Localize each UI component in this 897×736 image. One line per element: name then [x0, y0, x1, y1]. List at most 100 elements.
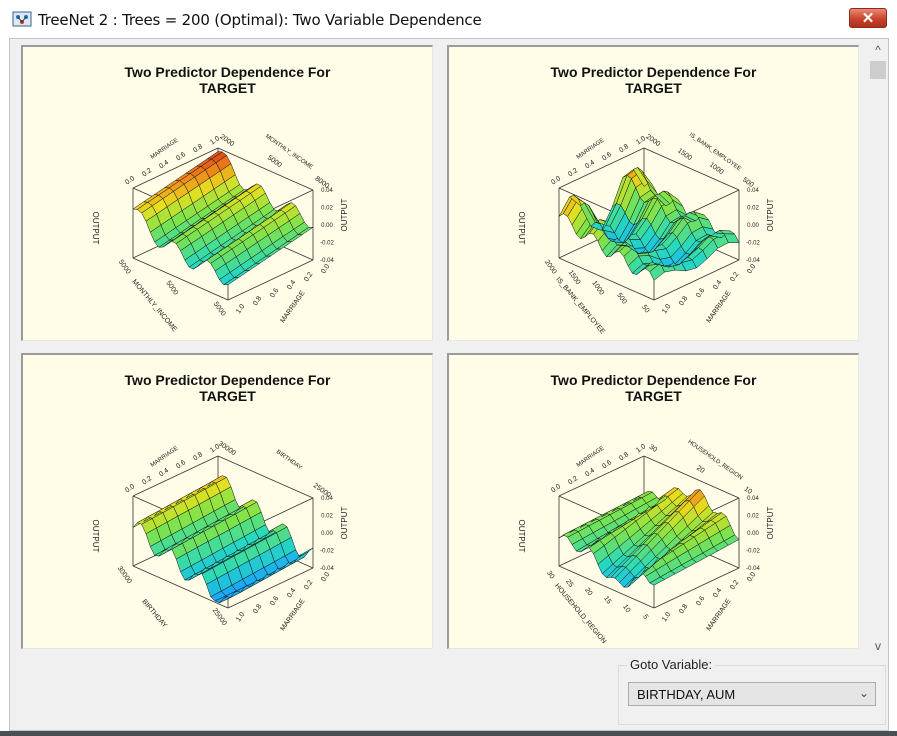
top-tick-label: 1.0: [635, 135, 647, 146]
y-tick-label: 0.4: [286, 587, 297, 599]
y-axis-label: MARRIAGE: [705, 290, 732, 325]
x-tick-label: 500: [615, 292, 627, 306]
z-tick-label: 0.02: [321, 514, 333, 520]
top-right-tick-label: 20: [695, 465, 705, 475]
goto-variable-value: BIRTHDAY, AUM: [637, 687, 736, 702]
scroll-thumb[interactable]: [870, 61, 886, 79]
y-tick-label: 0.2: [303, 271, 314, 283]
z-tick-label: -0.02: [320, 549, 334, 555]
top-tick-label: 0.6: [601, 459, 613, 470]
close-button[interactable]: ✕: [849, 8, 887, 28]
y-tick-label: 0.0: [746, 263, 757, 275]
plot-target: TARGET: [625, 388, 682, 404]
y-tick-label: 1.0: [661, 303, 672, 315]
z-axis-label-left: OUTPUT: [517, 520, 526, 553]
goto-variable-group: Goto Variable: BIRTHDAY, AUM ⌄: [618, 657, 886, 725]
y-tick-label: 1.0: [235, 303, 246, 315]
title-bar: TreeNet 2 : Trees = 200 (Optimal): Two V…: [0, 0, 897, 38]
dependence-plot-3: Two Predictor Dependence For TARGET 0.0 0…: [21, 353, 433, 649]
z-tick-label: -0.02: [746, 549, 760, 555]
y-tick-label: 0.4: [712, 279, 723, 291]
window-title: TreeNet 2 : Trees = 200 (Optimal): Two V…: [38, 11, 482, 29]
surface-mesh: [558, 167, 740, 281]
chevron-up-icon[interactable]: ^: [875, 43, 881, 57]
y-tick-label: 0.8: [252, 603, 263, 615]
plot-title: Two Predictor Dependence For: [550, 64, 757, 80]
top-tick-label: 0.8: [618, 143, 630, 154]
goto-variable-select[interactable]: BIRTHDAY, AUM ⌄: [628, 682, 876, 706]
top-right-axis-label: HOUSEHOLD_REGION: [686, 439, 743, 481]
top-right-axis-label: MONTHLY_INCOME: [264, 134, 314, 171]
z-axis-label-left: OUTPUT: [517, 212, 526, 245]
top-tick-label: 0.0: [550, 483, 562, 494]
top-tick-label: 1.0: [209, 443, 221, 454]
top-tick-label: 0.2: [567, 475, 579, 486]
window-bottom-edge: [0, 731, 897, 736]
y-axis-label: MARRIAGE: [279, 290, 306, 325]
z-axis-label-right: OUTPUT: [340, 506, 349, 539]
x-axis-label: HOUSEHOLD_REGION: [553, 583, 607, 646]
chevron-down-icon[interactable]: ⌄: [858, 686, 869, 700]
y-tick-label: 0.6: [269, 287, 280, 299]
y-tick-label: 0.8: [678, 603, 689, 615]
surface-plot: 0.0 0.2 0.4 0.6 0.8 1.0 5000 5000 5000 0.0 0.2 0.4 0…: [91, 133, 349, 333]
z-tick-label: -0.02: [320, 241, 334, 247]
plot-title: Two Predictor Dependence For: [124, 64, 331, 80]
x-tick-label: 30: [545, 570, 555, 580]
x-tick-label: 25: [564, 578, 574, 588]
y-tick-label: 0.6: [695, 287, 706, 299]
z-axis-label-left: OUTPUT: [91, 212, 100, 245]
z-tick-label: 0.02: [321, 206, 333, 212]
z-tick-label: -0.04: [746, 258, 760, 264]
x-tick-label: 5000: [164, 280, 179, 297]
z-axis-label-left: OUTPUT: [91, 520, 100, 553]
x-tick-label: 10: [621, 604, 631, 614]
z-tick-label: 0.02: [747, 206, 759, 212]
z-tick-label: 0.04: [321, 188, 333, 194]
treenet-app-icon: [12, 11, 32, 27]
plot-title: Two Predictor Dependence For: [124, 372, 331, 388]
top-right-axis-label: BIRTHDAY: [275, 449, 303, 471]
plot-target: TARGET: [199, 388, 256, 404]
y-tick-label: 0.2: [729, 579, 740, 591]
y-tick-label: 1.0: [235, 611, 246, 623]
surface-mesh: [132, 151, 314, 286]
top-tick-label: 0.6: [175, 459, 187, 470]
top-right-tick-label: 1500: [676, 147, 693, 162]
top-tick-label: 0.6: [601, 151, 613, 162]
top-right-tick-label: 1000: [708, 161, 725, 176]
vertical-scrollbar[interactable]: ^ v: [868, 39, 888, 655]
surface-mesh: [132, 475, 314, 604]
x-tick-label: 2000: [543, 259, 558, 276]
top-tick-label: 0.8: [192, 143, 204, 154]
z-tick-label: 0.00: [321, 531, 333, 537]
x-tick-label: 5000: [117, 259, 132, 276]
plot-target: TARGET: [199, 80, 256, 96]
top-tick-label: 1.0: [635, 443, 647, 454]
top-tick-label: 0.0: [124, 175, 136, 186]
z-tick-label: -0.04: [320, 258, 334, 264]
z-tick-label: 0.02: [747, 514, 759, 520]
z-axis-label-right: OUTPUT: [766, 198, 775, 231]
y-tick-label: 0.0: [320, 263, 331, 275]
y-tick-label: 0.6: [695, 595, 706, 607]
top-tick-label: 0.2: [141, 167, 153, 178]
top-right-tick-label: 10: [743, 486, 753, 496]
z-tick-label: 0.04: [321, 496, 333, 502]
top-right-tick-label: 5000: [266, 154, 283, 169]
x-tick-label: 1000: [590, 280, 605, 297]
y-tick-label: 0.8: [252, 295, 263, 307]
plot-target: TARGET: [625, 80, 682, 96]
top-tick-label: 0.4: [584, 159, 596, 170]
surface-mesh: [558, 487, 740, 588]
top-tick-label: 1.0: [209, 135, 221, 146]
top-tick-label: 0.6: [175, 151, 187, 162]
top-tick-label: 0.4: [584, 467, 596, 478]
chevron-down-icon[interactable]: v: [875, 639, 881, 653]
surface-plot: 0.0 0.2 0.4 0.6 0.8 1.0 30000 25000 0.0 0.2 0.4 0.6…: [91, 440, 349, 632]
x-tick-label: 25000: [211, 607, 228, 627]
x-tick-label: 20: [583, 587, 593, 597]
y-tick-label: 0.8: [678, 295, 689, 307]
x-tick-label: 50: [640, 304, 650, 314]
y-tick-label: 0.0: [320, 571, 331, 583]
